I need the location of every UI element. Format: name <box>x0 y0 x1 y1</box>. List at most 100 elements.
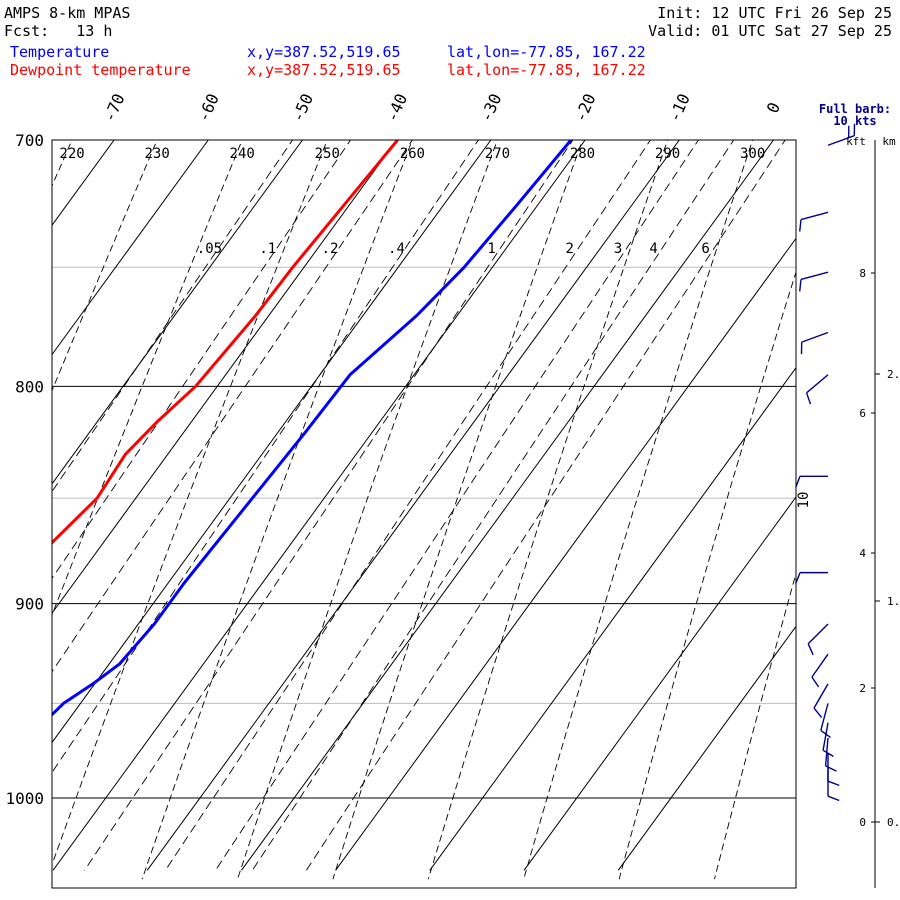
isotherm--80 <box>0 140 20 870</box>
kft-tick-4: 4 <box>859 547 866 560</box>
theta-label-270: 270 <box>485 146 510 162</box>
isotherm--70 <box>52 140 115 227</box>
init-time: Init: 12 UTC Fri 26 Sep 25 <box>657 4 892 22</box>
mixing-label-4: 1 <box>487 241 495 257</box>
dry-adiabat-280 <box>332 140 583 880</box>
mixing-ratio-3 <box>52 140 479 774</box>
theta-label-220: 220 <box>59 146 84 162</box>
dry-adiabat-330 <box>810 114 900 880</box>
mixing-label-3: .4 <box>388 241 405 257</box>
forecast-hour: Fcst: 13 h <box>4 22 113 40</box>
mixing-ratio-0 <box>52 140 294 493</box>
dry-adiabat-240 <box>52 140 243 617</box>
wind-barb-2 <box>799 271 829 292</box>
theta-label-280: 280 <box>570 146 595 162</box>
isotherm--60 <box>52 140 209 356</box>
model-title: AMPS 8-km MPAS <box>4 4 131 22</box>
isotherm--50 <box>52 140 303 485</box>
temp-tick--60: -60 <box>194 91 223 125</box>
mixing-label-0: .05 <box>197 241 222 257</box>
valid-time: Valid: 01 UTC Sat 27 Sep 25 <box>648 22 892 40</box>
wind-barb-3 <box>800 331 829 355</box>
legend-dewpoint-xy: x,y=387.52,519.65 <box>247 61 401 79</box>
barb-legend-line2: 10 kts <box>833 114 876 128</box>
temp-tick--10: -10 <box>665 91 694 125</box>
legend-temperature-xy: x,y=387.52,519.65 <box>247 43 401 61</box>
isotherm--30 <box>52 140 492 744</box>
wind-barb-1 <box>799 211 829 232</box>
mixing-label-7: 4 <box>649 241 657 257</box>
dry-adiabat-250 <box>52 140 328 866</box>
legend-temperature-label: Temperature <box>10 43 110 61</box>
dry-adiabat-230 <box>52 140 158 392</box>
pressure-tick-1000: 1000 <box>5 789 44 808</box>
kft-tick-0: 0 <box>859 816 866 829</box>
dry-adiabat-320 <box>714 572 796 880</box>
kft-axis-title: kft <box>846 135 866 148</box>
dry-adiabat-290 <box>427 140 669 880</box>
theta-label-300: 300 <box>740 146 765 162</box>
barb-legend-line1: Full barb: <box>819 102 891 116</box>
pressure-tick-900: 900 <box>15 595 44 614</box>
temp-tick--30: -30 <box>476 91 505 125</box>
legend-dewpoint-label: Dewpoint temperature <box>10 61 191 79</box>
mixing-label-2: .2 <box>322 241 339 257</box>
kft-tick-8: 8 <box>859 267 866 280</box>
km-tick-2: 0. <box>887 816 900 829</box>
wind-barb-5 <box>795 475 829 488</box>
temp-tick--70: -70 <box>100 91 129 125</box>
moist-adiabat-label: 10 <box>796 492 812 509</box>
isotherm-30 <box>523 496 796 871</box>
dry-adiabat-260 <box>141 140 413 880</box>
temp-tick--50: -50 <box>288 91 317 125</box>
temp-tick--20: -20 <box>571 91 600 125</box>
mixing-label-1: .1 <box>259 241 276 257</box>
theta-label-250: 250 <box>315 146 340 162</box>
dry-adiabat-270 <box>237 140 498 880</box>
dry-adiabat-220 <box>52 140 73 187</box>
theta-label-290: 290 <box>655 146 680 162</box>
mixing-ratio-1 <box>52 140 352 580</box>
kft-tick-6: 6 <box>859 407 866 420</box>
isotherm-40 <box>617 625 796 871</box>
isotherm--10 <box>146 140 680 871</box>
wind-barb-14 <box>827 768 840 802</box>
theta-label-260: 260 <box>400 146 425 162</box>
isotherm--20 <box>52 140 586 871</box>
chart-grid <box>0 114 900 880</box>
mixing-ratio-2 <box>52 140 413 673</box>
wind-barb-8 <box>811 653 829 688</box>
isotherm-0 <box>241 140 774 871</box>
wind-barb-9 <box>813 683 829 718</box>
km-tick-1: 1. <box>887 595 900 608</box>
legend-dewpoint-latlon: lat,lon=-77.85, 167.22 <box>447 61 646 79</box>
dry-adiabat-310 <box>618 270 796 880</box>
wind-barb-4 <box>805 374 829 405</box>
temperature-profile <box>52 140 573 717</box>
km-axis-title: km <box>882 135 896 148</box>
profile-lines <box>52 140 573 717</box>
isotherm--40 <box>52 140 398 615</box>
mixing-label-8: 6 <box>701 241 709 257</box>
wind-barb-6 <box>795 571 829 585</box>
theta-label-230: 230 <box>144 146 169 162</box>
dry-adiabat-300 <box>523 140 754 880</box>
isotherm-20 <box>429 366 796 871</box>
mixing-label-6: 3 <box>614 241 622 257</box>
isotherm-10 <box>335 237 796 871</box>
wind-barb-0 <box>827 123 856 146</box>
plot-frame <box>51 139 797 889</box>
pressure-tick-700: 700 <box>15 131 44 150</box>
kft-tick-2: 2 <box>859 682 866 695</box>
mixing-ratio-4 <box>84 140 574 871</box>
wind-barbs <box>795 123 856 802</box>
temp-tick-0: 0 <box>763 99 784 116</box>
theta-label-240: 240 <box>230 146 255 162</box>
mixing-label-5: 2 <box>565 241 573 257</box>
temp-tick--40: -40 <box>382 91 411 125</box>
dewpoint-profile <box>52 140 399 546</box>
legend-temperature-latlon: lat,lon=-77.85, 167.22 <box>447 43 646 61</box>
mixing-ratio-8 <box>305 140 786 871</box>
